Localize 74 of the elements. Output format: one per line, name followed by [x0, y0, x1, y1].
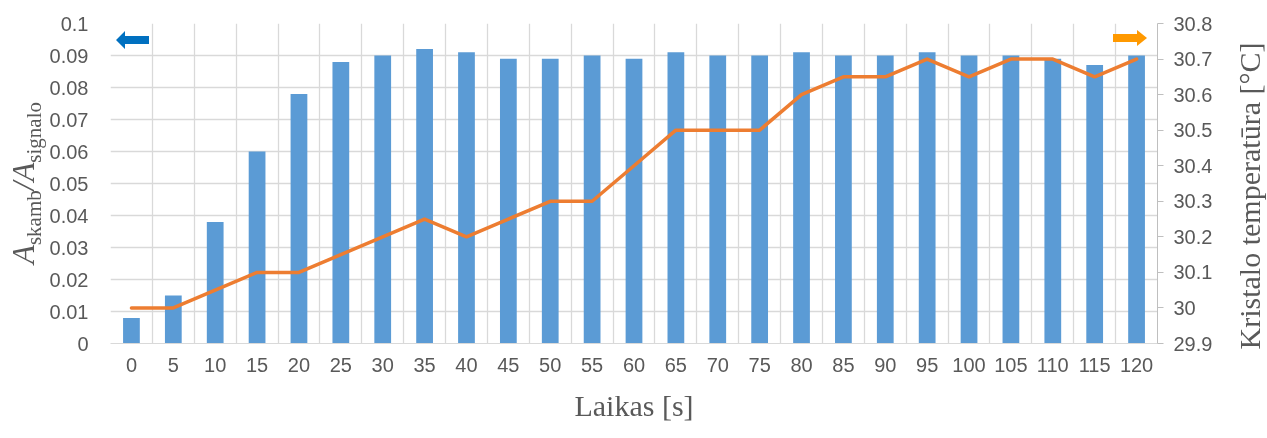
x-tick-label: 15 — [245, 353, 269, 376]
x-tick-label: 115 — [1078, 353, 1111, 376]
x-tick-label: 50 — [539, 353, 562, 376]
y2-tick-label: 30.7 — [1173, 48, 1213, 71]
bar — [1086, 65, 1104, 344]
x-tick-label: 65 — [664, 353, 688, 376]
bar — [709, 55, 727, 344]
x-tick-label: 10 — [204, 353, 227, 376]
x-tick-label: 105 — [994, 353, 1028, 376]
y-tick-label: 0.06 — [49, 140, 89, 163]
bar — [541, 58, 559, 344]
bar — [835, 55, 852, 344]
bar — [374, 55, 392, 344]
bar — [458, 52, 475, 344]
y2-tick-label: 30.8 — [1173, 12, 1213, 35]
bar — [248, 151, 266, 344]
x-tick-label: 90 — [874, 353, 897, 376]
y2-tick-label: 30.6 — [1173, 83, 1213, 106]
y2-tick-label: 30.3 — [1173, 190, 1213, 213]
x-tick-label: 100 — [952, 353, 986, 376]
x-tick-label: 45 — [497, 353, 520, 376]
x-tick-label: 110 — [1036, 353, 1069, 376]
y-tick-label: 0.04 — [49, 204, 89, 227]
bar — [876, 55, 894, 344]
bar — [583, 55, 601, 344]
bar — [1044, 58, 1062, 344]
bar — [206, 221, 224, 344]
bar — [751, 55, 769, 344]
bar — [332, 61, 350, 344]
x-axis-title: Laikas [s] — [574, 388, 694, 422]
bar — [1128, 55, 1145, 344]
x-tick-label: 120 — [1119, 353, 1154, 376]
y-tick-label: 0.07 — [49, 108, 89, 131]
x-tick-label: 60 — [622, 353, 646, 376]
x-tick-label: 70 — [706, 353, 729, 376]
y2-tick-label: 29.9 — [1173, 332, 1213, 355]
y2-tick-label: 30 — [1173, 296, 1196, 319]
x-tick-label: 80 — [790, 353, 813, 376]
x-tick-label: 35 — [413, 353, 436, 376]
y2-axis-title: Kristalo temperatūra [°C] — [1233, 42, 1266, 350]
x-tick-label: 85 — [832, 353, 855, 376]
bar — [960, 55, 978, 344]
x-tick-label: 95 — [916, 353, 939, 376]
x-tick-label: 20 — [287, 353, 311, 376]
y2-tick-label: 30.1 — [1173, 261, 1213, 284]
x-tick-label: 5 — [167, 353, 179, 376]
bar — [918, 52, 936, 344]
bar — [123, 317, 140, 344]
y2-tick-label: 30.4 — [1173, 154, 1213, 177]
line-series — [129, 57, 1139, 310]
y-tick-label: 0.02 — [49, 268, 89, 291]
x-tick-label: 75 — [748, 353, 771, 376]
y-tick-label: 0.08 — [49, 76, 89, 99]
y-tick-label: 0.03 — [49, 236, 89, 259]
y-tick-label: 0.09 — [49, 44, 89, 67]
bar — [499, 58, 517, 344]
bar — [1002, 55, 1020, 344]
y2-tick-label: 30.5 — [1173, 119, 1213, 142]
y-tick-label: 0.1 — [60, 12, 89, 35]
x-tick-label: 30 — [371, 353, 394, 376]
y-tick-label: 0.01 — [49, 300, 89, 323]
bar — [416, 49, 433, 344]
bar — [290, 93, 308, 344]
x-tick-label: 55 — [581, 353, 604, 376]
y2-tick-label: 30.2 — [1173, 225, 1213, 248]
bar — [625, 58, 643, 344]
bar — [793, 52, 810, 344]
bar — [164, 295, 182, 344]
x-tick-label: 40 — [455, 353, 478, 376]
x-tick-label: 25 — [329, 353, 352, 376]
bar — [667, 52, 685, 344]
y-tick-label: 0 — [77, 332, 89, 355]
y-tick-label: 0.05 — [49, 172, 89, 195]
x-tick-label: 0 — [125, 353, 137, 376]
